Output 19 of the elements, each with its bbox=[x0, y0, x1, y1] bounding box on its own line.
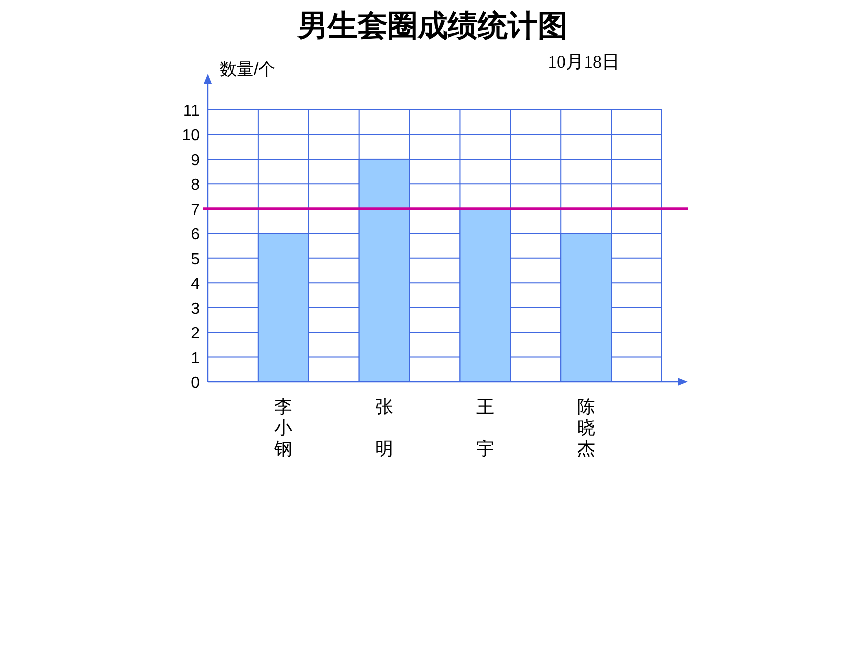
y-tick-label: 6 bbox=[191, 226, 200, 244]
y-axis-title: 数量/个 bbox=[220, 60, 276, 79]
y-tick-label: 9 bbox=[191, 152, 200, 170]
y-tick-label: 2 bbox=[191, 326, 200, 343]
x-tick-label: 李小钢 bbox=[274, 397, 293, 459]
y-tick-label: 4 bbox=[191, 276, 200, 294]
text: 10月18日 bbox=[548, 52, 620, 72]
y-tick-label: 5 bbox=[191, 251, 200, 268]
y-tick-label: 11 bbox=[183, 103, 200, 120]
y-tick-label: 8 bbox=[191, 177, 200, 194]
chart-title: 男生套圈成绩统计图 bbox=[297, 10, 568, 43]
y-tick-label: 7 bbox=[191, 202, 200, 219]
y-tick-label: 3 bbox=[191, 300, 200, 318]
y-tick-label: 0 bbox=[191, 375, 200, 392]
y-tick-label: 1 bbox=[191, 350, 200, 368]
x-tick-label: 陈晓杰 bbox=[577, 397, 596, 459]
category-label: 王宇 bbox=[476, 397, 494, 459]
category-label: 张明 bbox=[376, 397, 394, 459]
y-tick-label: 10 bbox=[182, 128, 200, 145]
